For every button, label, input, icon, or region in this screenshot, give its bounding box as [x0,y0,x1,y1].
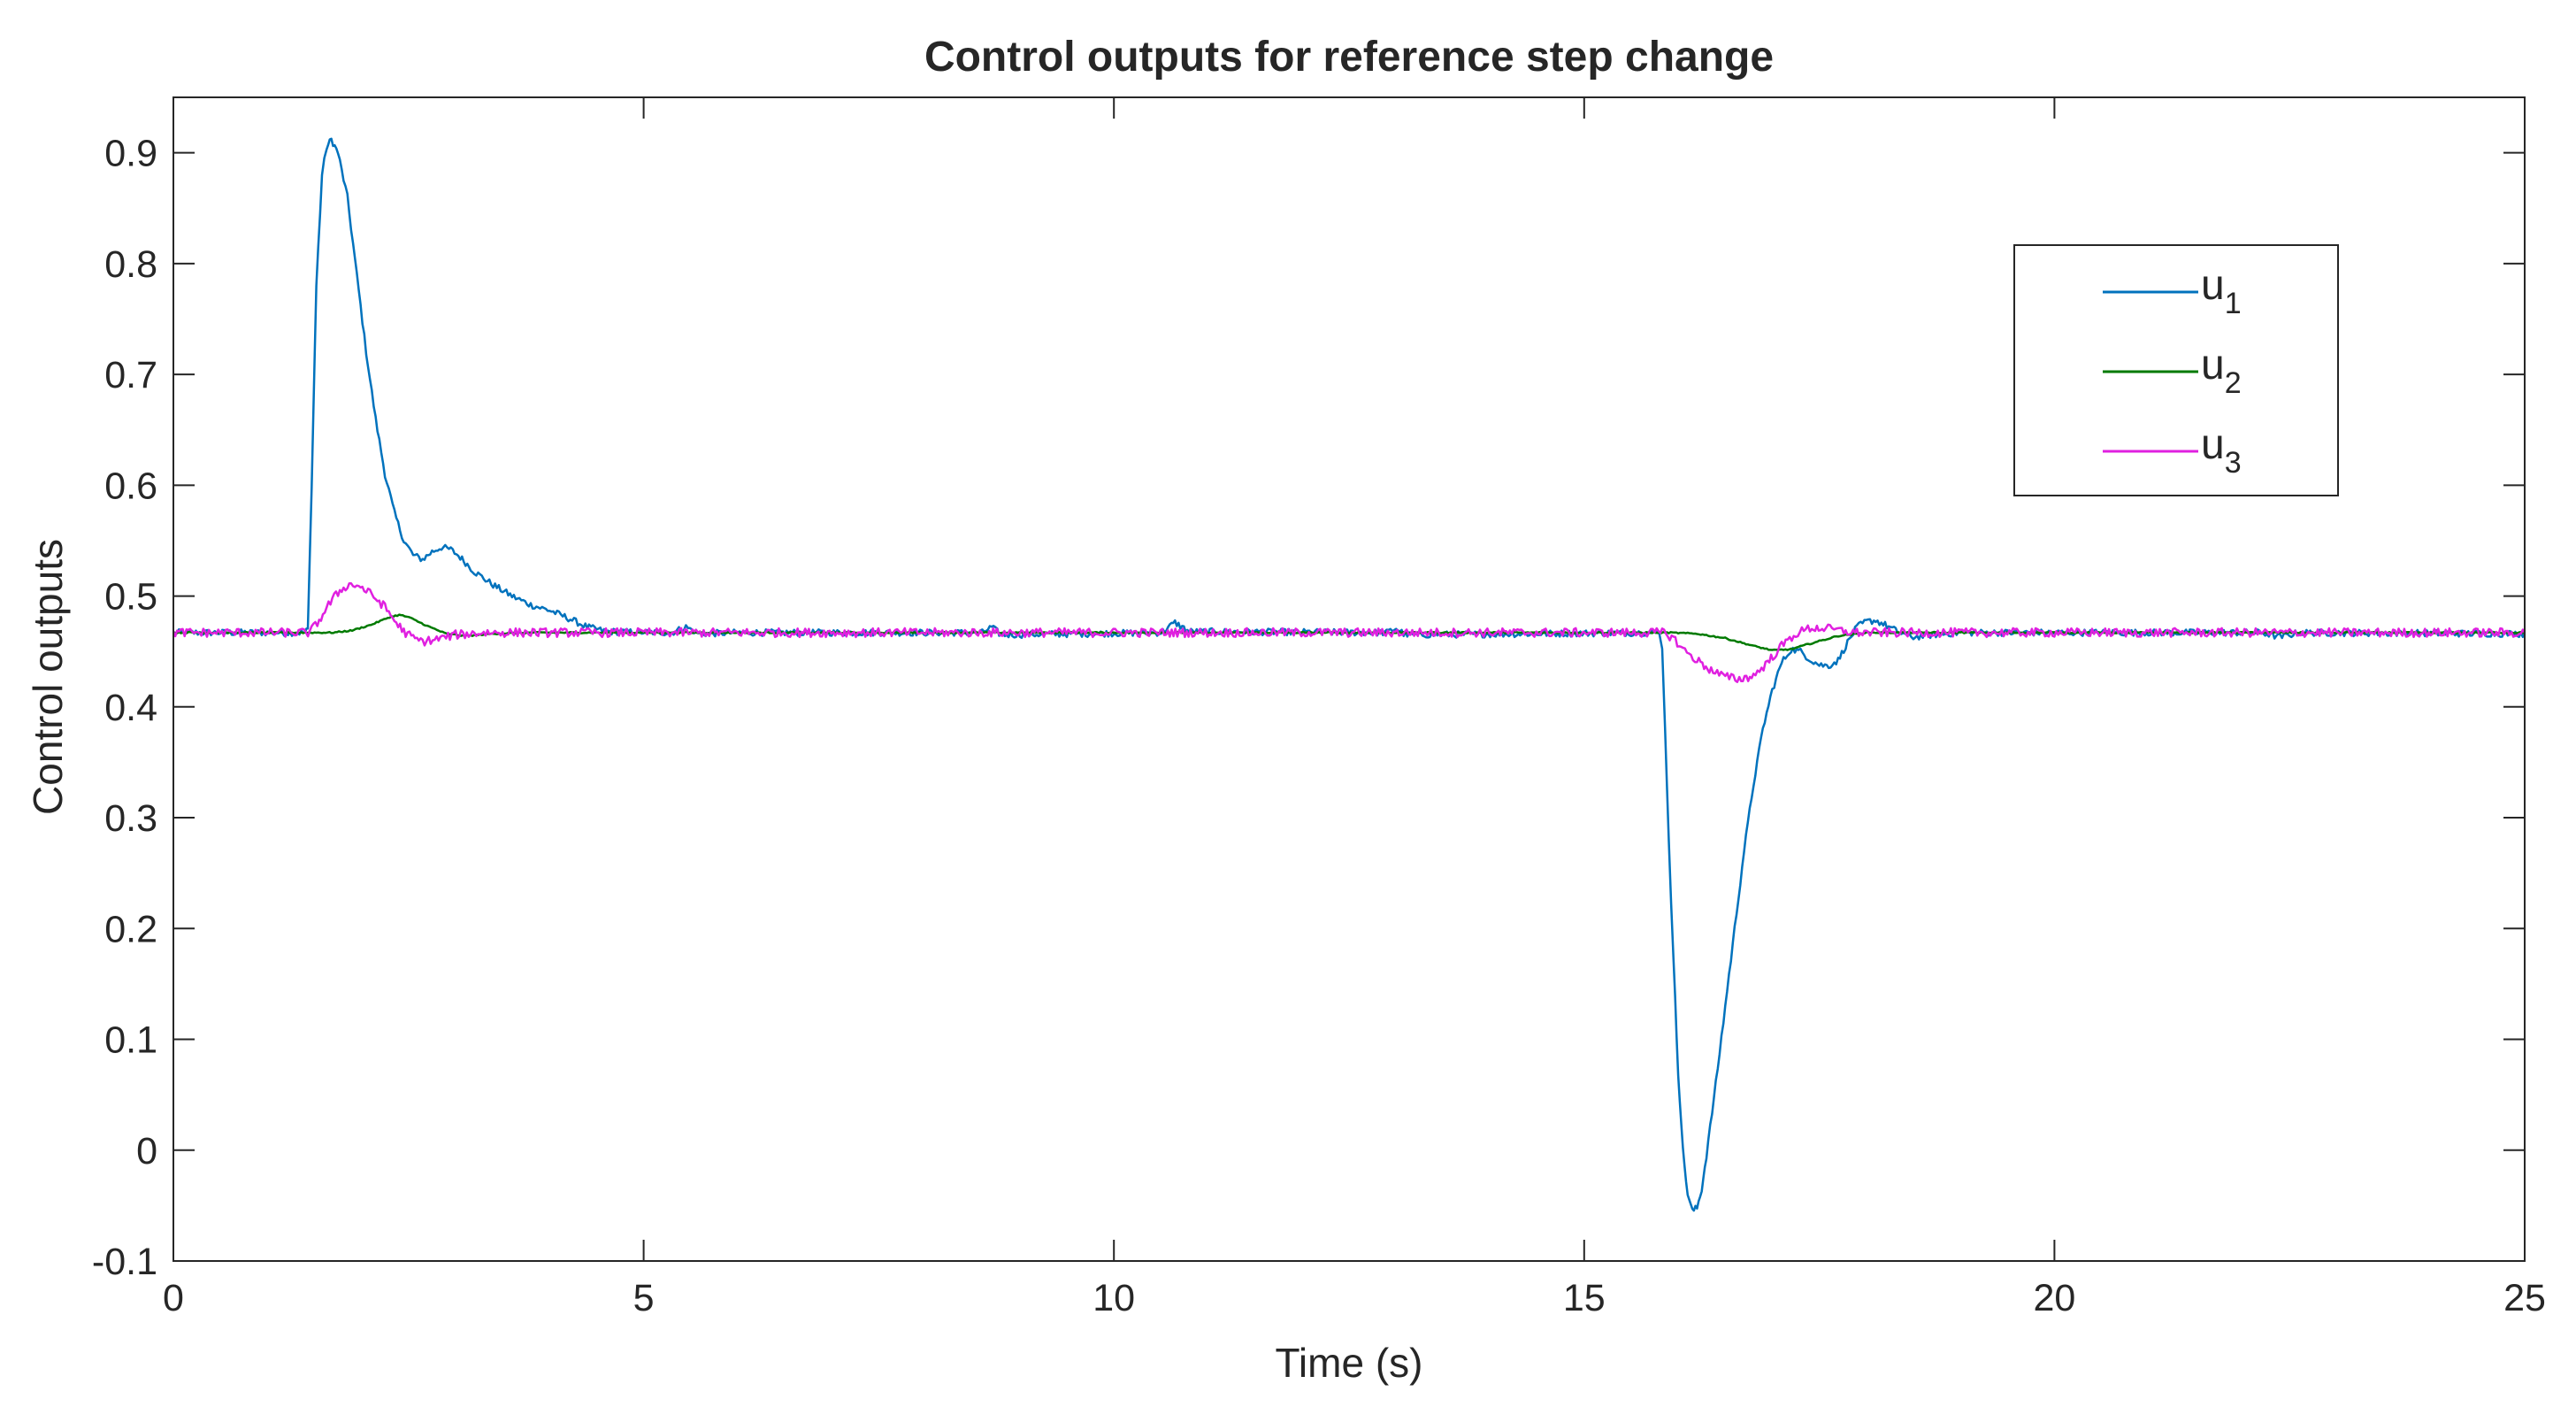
legend-label-u3-base: u [2201,421,2225,468]
series-line-u2 [172,613,2526,651]
chart-title: Control outputs for reference step chang… [924,34,1774,81]
x-axis-label: Time (s) [1276,1340,1423,1386]
y-tick-label: 0.6 [104,465,157,507]
legend-label-u2-subscript: 2 [2225,366,2242,400]
y-tick-label: 0.5 [104,576,157,619]
y-tick-label: 0.7 [104,354,157,396]
legend-label-u1: u1 [2201,262,2242,320]
x-tick-label: 0 [163,1277,184,1319]
legend-label-u3-subscript: 3 [2225,446,2242,480]
y-tick-label: 0.1 [104,1019,157,1062]
legend: u1 u2 u3 [2013,244,2339,496]
x-tick-label: 20 [2033,1277,2075,1319]
x-tick-label: 5 [633,1277,655,1319]
series-line-u3 [172,581,2526,683]
y-axis-label: Control outputs [25,539,71,815]
legend-label-u3: u3 [2201,421,2242,480]
y-tick-label: 0.2 [104,908,157,950]
legend-label-u2: u2 [2201,342,2242,400]
x-tick-label: 25 [2503,1277,2546,1319]
legend-label-u1-base: u [2201,262,2225,309]
legend-label-u2-base: u [2201,342,2225,388]
y-tick-label: 0 [136,1130,157,1172]
legend-label-u1-subscript: 1 [2225,287,2242,320]
x-tick-label: 10 [1092,1277,1135,1319]
ticks-layer: 0 5 10 15 20 25-0.100.10.20.30.40.50.60.70.80… [92,97,2546,1319]
y-tick-label: -0.1 [92,1241,157,1283]
plot-area-frame [172,96,2526,1262]
series-line-u1 [172,137,2526,1212]
x-tick-label: 15 [1563,1277,1606,1319]
y-tick-label: 0.3 [104,797,157,840]
y-tick-label: 0.9 [104,133,157,175]
series-layer [172,137,2526,1212]
y-tick-label: 0.8 [104,243,157,286]
y-tick-label: 0.4 [104,687,157,729]
